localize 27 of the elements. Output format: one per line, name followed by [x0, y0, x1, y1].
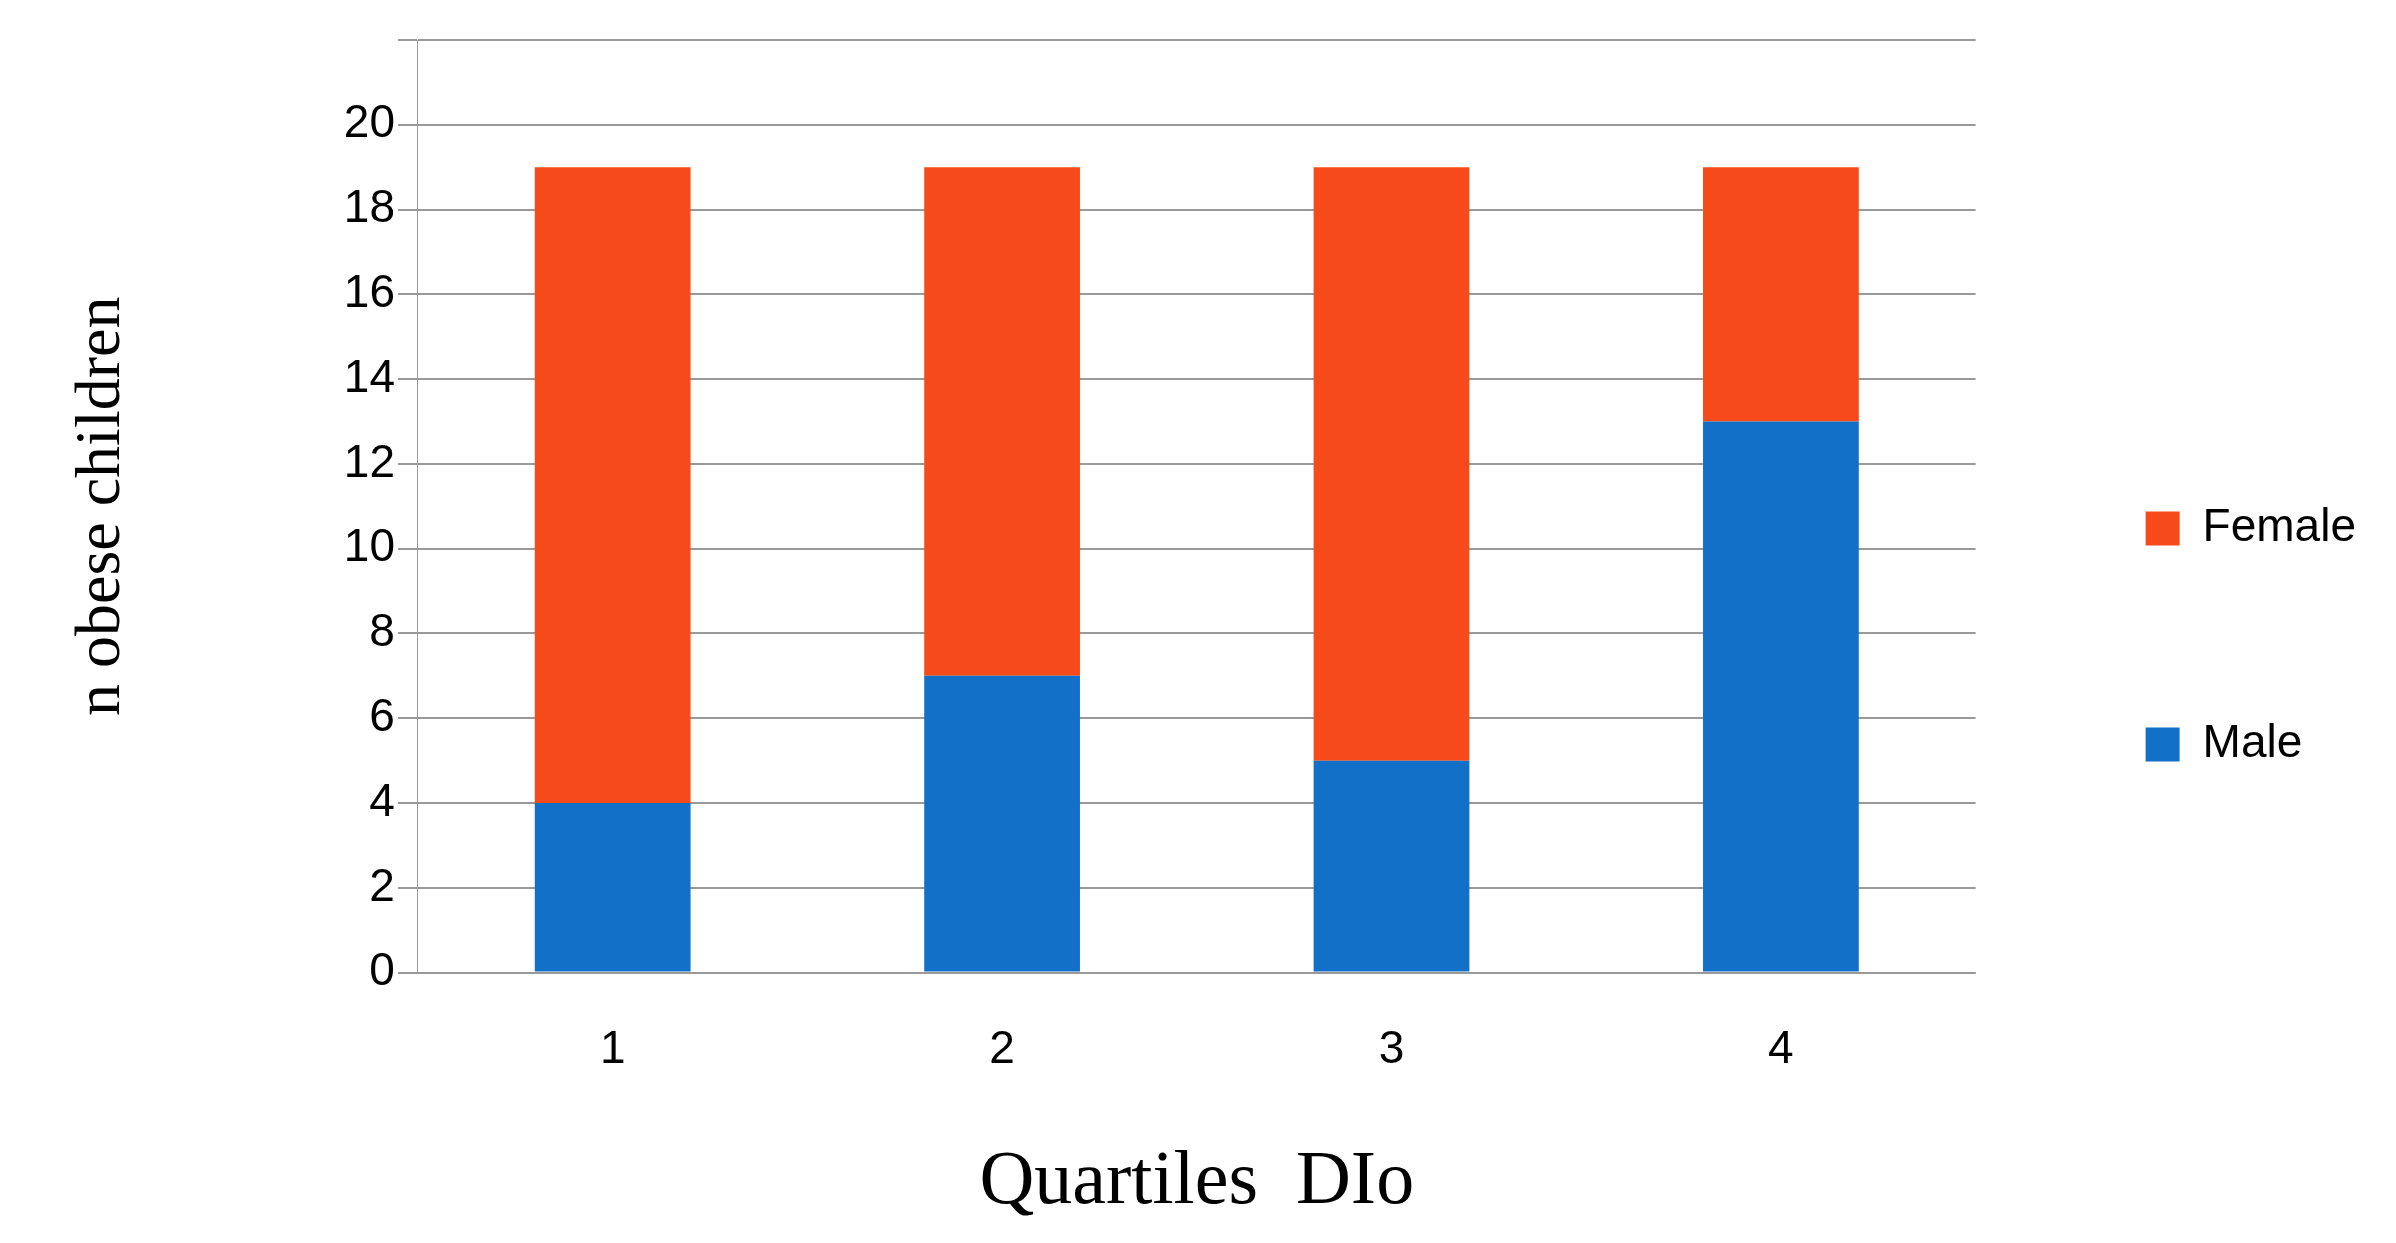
bar: [534, 803, 691, 972]
y-tick-label: 2: [369, 858, 395, 911]
x-axis-title: Quartiles DIo: [979, 1135, 1415, 1220]
bar: [924, 675, 1080, 972]
y-tick-label: 18: [343, 180, 395, 233]
y-tick-label: 0: [369, 943, 395, 996]
bar: [1313, 760, 1470, 972]
bar: [1313, 167, 1470, 761]
x-tick-label: 1: [599, 1020, 626, 1073]
legend-label: Male: [2202, 715, 2303, 768]
y-tick-label: 16: [343, 265, 395, 318]
x-tick-label: 2: [989, 1020, 1015, 1073]
x-tick-label: 3: [1378, 1020, 1405, 1073]
y-tick-label: 4: [369, 773, 395, 826]
bar: [924, 167, 1080, 676]
bar: [534, 167, 691, 804]
x-tick-label: 4: [1768, 1020, 1794, 1073]
y-tick-label: 12: [343, 434, 395, 487]
y-axis-title: n obese children: [62, 296, 134, 716]
y-tick-label: 14: [343, 349, 395, 402]
y-tick-label: 6: [369, 688, 395, 741]
y-tick-label: 20: [343, 95, 395, 148]
legend-label: Female: [2202, 499, 2356, 552]
bar: [1703, 167, 1859, 422]
y-tick-label: 10: [343, 519, 395, 572]
y-tick-label: 8: [369, 604, 395, 657]
bar: [1703, 421, 1859, 972]
